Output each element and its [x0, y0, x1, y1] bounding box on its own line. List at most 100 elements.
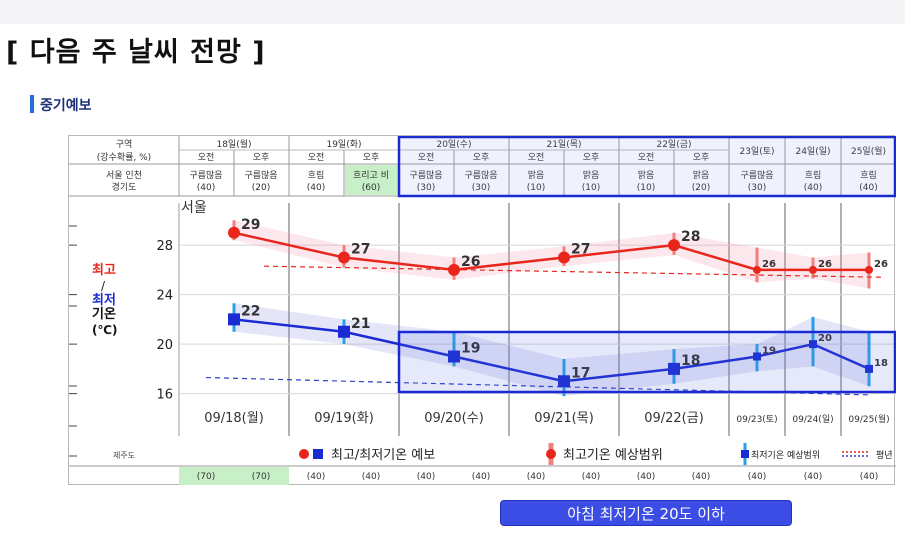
bottom-row-value: (40) [307, 472, 325, 482]
bottom-row-value: (40) [692, 472, 710, 482]
day-pop: (40) [859, 183, 877, 193]
min-highlight-box [397, 330, 896, 394]
day-date: 24일(일) [795, 146, 830, 157]
max-point [338, 251, 350, 264]
max-point [448, 263, 460, 276]
x-tick-label: 09/24(일) [792, 414, 833, 425]
day-date: 18일(월) [216, 138, 251, 150]
max-point [865, 265, 873, 274]
am-sky: 맑음 [638, 169, 655, 181]
am-pop: (10) [637, 183, 655, 193]
data-label: 18 [681, 353, 700, 369]
bottom-row-value: (70) [197, 472, 215, 482]
region-label-1: 서울 인천 [106, 170, 142, 181]
max-point [558, 251, 570, 264]
header-label-2: (강수확률, %) [97, 151, 151, 163]
pm-sky: 흐리고 비 [353, 170, 389, 181]
ylabel-sep: / [101, 279, 106, 293]
data-label: 26 [818, 259, 832, 270]
region-label-2: 경기도 [112, 181, 137, 193]
day-date: 23일(토) [739, 146, 774, 157]
am-label: 오전 [198, 152, 215, 163]
min-point [228, 313, 240, 326]
table-highlight-box [397, 136, 896, 198]
day-sky: 구름많음 [740, 170, 773, 181]
rain-cell-highlight [345, 165, 399, 195]
day-sky: 흐림 [805, 169, 822, 181]
data-label: 18 [874, 358, 888, 369]
y-tick-label: 20 [156, 338, 173, 353]
top-band [0, 0, 905, 24]
data-label: 22 [241, 303, 260, 319]
data-label: 29 [241, 217, 260, 233]
data-label: 27 [351, 242, 370, 258]
y-tick-label: 24 [156, 289, 173, 304]
pm-pop: (60) [362, 183, 380, 193]
legend-forecast: 최고/최저기온 예보 [331, 448, 435, 463]
am-sky: 맑음 [528, 169, 545, 181]
data-label: 26 [874, 259, 888, 270]
pm-label: 오후 [473, 152, 490, 163]
page-title: [ 다음 주 날씨 전망 ] [6, 37, 266, 68]
data-label: 26 [762, 259, 776, 270]
x-tick-label: 09/21(목) [534, 411, 594, 426]
pm-label: 오후 [693, 152, 710, 163]
x-tick-label: 09/22(금) [644, 411, 704, 426]
am-label: 오전 [418, 152, 435, 163]
min-point [558, 375, 570, 388]
ylabel-min: 최저 [92, 293, 116, 308]
bottom-row-value: (40) [582, 472, 600, 482]
day-date: 25일(월) [851, 145, 886, 157]
min-point [668, 362, 680, 375]
data-label: 20 [818, 333, 832, 344]
am-sky: 구름많음 [189, 170, 222, 181]
pm-label: 오후 [253, 152, 270, 163]
legend-max-range: 최고기온 예상범위 [563, 448, 663, 463]
day-sky: 흐림 [860, 169, 877, 181]
day-date: 21일(목) [546, 139, 581, 150]
bottom-row-label: 제주도 [113, 451, 135, 460]
pm-sky: 맑음 [583, 169, 600, 181]
am-label: 오전 [638, 152, 655, 163]
data-label: 19 [461, 341, 480, 357]
bottom-row-highlight [179, 467, 289, 485]
data-label: 19 [762, 346, 776, 357]
ylabel-unit: (℃) [92, 323, 118, 337]
section-title: 중기예보 [40, 98, 92, 114]
legend-max-dot [299, 449, 309, 459]
am-sky: 흐림 [308, 169, 325, 181]
x-tick-label: 09/19(화) [314, 411, 374, 426]
bottom-row-value: (40) [804, 472, 822, 482]
bottom-row-value: (40) [362, 472, 380, 482]
am-label: 오전 [308, 152, 325, 163]
bottom-row-value: (70) [252, 472, 270, 482]
note-banner[interactable]: 아침 최저기온 20도 이하 [500, 500, 792, 526]
pm-label: 오후 [363, 152, 380, 163]
data-label: 26 [461, 254, 480, 270]
am-label: 오전 [528, 152, 545, 163]
range-band [234, 220, 869, 289]
bottom-row-value: (40) [527, 472, 545, 482]
legend-max-range-dot [546, 449, 556, 459]
legend-min-square [313, 449, 323, 459]
normal-max-line [263, 265, 885, 278]
series-line [233, 231, 869, 272]
legend-min-range-square [741, 450, 749, 458]
day-pop: (40) [804, 183, 822, 193]
pm-pop: (20) [692, 183, 710, 193]
am-pop: (30) [417, 183, 435, 193]
legend-min-range: 최저기온 예상범위 [751, 450, 820, 461]
data-label: 28 [681, 229, 700, 245]
max-point [668, 239, 680, 252]
bottom-row-value: (40) [417, 472, 435, 482]
am-pop: (40) [197, 183, 215, 193]
max-point [809, 265, 817, 274]
min-point [809, 340, 817, 349]
min-point [753, 352, 761, 361]
x-tick-label: 09/18(월) [204, 411, 264, 426]
min-point [448, 350, 460, 363]
pm-pop: (20) [252, 183, 270, 193]
day-date: 20일(수) [436, 139, 471, 150]
data-label: 17 [571, 365, 590, 381]
header-label-1: 구역 [116, 139, 133, 150]
